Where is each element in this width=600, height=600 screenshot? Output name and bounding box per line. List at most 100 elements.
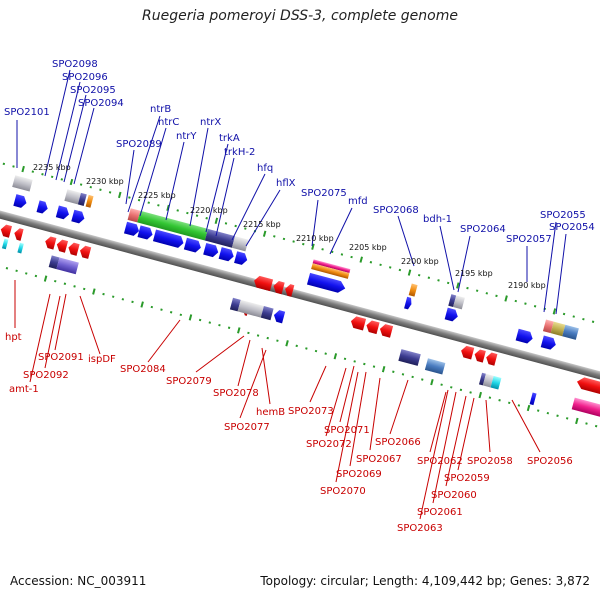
ruler-dot [108,191,112,194]
ruler-major-tick [478,391,482,399]
callout-line [397,215,415,267]
ruler-major-tick [214,217,219,224]
gene-label: ntrB [150,104,171,115]
ruler-dot [12,165,15,168]
callout-line [329,207,353,255]
gene-label: SPO2068 [373,205,419,216]
ruler-dot [218,323,221,327]
forward-gene-arrow [515,328,533,344]
ruler-major-tick [456,282,460,289]
gene-label: SPO2096 [62,72,108,83]
gene-label: SPO2091 [38,352,84,363]
position-label: 2190 kbp [508,281,546,290]
forward-gene-arrow [404,296,412,310]
gene-feature [490,375,502,390]
callout-line [439,225,455,291]
reverse-gene-arrow [379,324,394,338]
forward-gene-arrow [137,225,153,240]
ruler-major-tick [407,269,412,276]
gene-label: hpt [5,332,22,343]
position-label: 2215 kbp [243,220,281,229]
forward-gene-arrow [306,272,346,293]
gene-label: SPO2094 [78,98,124,109]
gene-label: SPO2057 [506,234,552,245]
ruler-major-tick [140,301,144,308]
callout-line [311,199,319,247]
ruler-dot [157,204,160,207]
ruler-major-tick [237,327,241,334]
reverse-gene-arrow [14,228,24,241]
reverse-gene-arrow [273,281,285,295]
ruler-dot [517,404,521,407]
ruler-dot [244,227,247,230]
callout-line [389,379,409,435]
ruler-dot [507,401,511,405]
ruler-dot [295,344,298,348]
ruler-major-tick [311,243,315,250]
gene-label: SPO2079 [166,376,212,387]
position-ruler-bottom [5,267,598,428]
ruler-dot [34,274,38,278]
ruler-dot [302,242,305,246]
gene-label: SPO2098 [52,59,98,70]
callout-line [73,107,95,185]
reverse-gene-arrow [486,352,498,366]
ruler-dot [401,373,405,376]
callout-line [419,389,449,520]
gene-label: hemB [256,407,285,418]
ruler-dot [417,273,421,277]
reverse-gene-arrow [254,275,274,292]
forward-gene-arrow [183,237,201,253]
ruler-dot [128,196,131,199]
callout-line [485,399,491,453]
ruler-dot [234,224,237,228]
callout-line [309,365,327,403]
ruler-dot [256,334,260,337]
ruler-dot [282,237,286,241]
gene-feature [571,397,600,417]
ruler-dot [392,370,395,373]
reverse-gene-arrow [285,284,295,297]
ruler-dot [2,162,6,166]
gene-feature [529,392,537,406]
ruler-dot [292,240,295,243]
gene-label: SPO2060 [431,490,477,501]
ruler-dot [276,339,279,342]
gene-label: ntrY [176,131,197,142]
callout-line [29,293,51,383]
gene-feature [137,210,208,241]
gene-label: SPO2089 [116,139,162,150]
reverse-gene-arrow [0,224,13,238]
gene-feature [478,372,486,386]
ruler-dot [475,289,479,292]
ruler-dot [186,211,189,215]
gene-label: SPO2075 [301,188,347,199]
gene-feature [542,319,554,334]
gene-label: SPO2067 [356,454,402,465]
ruler-dot [546,411,550,415]
ruler-dot [572,315,575,318]
forward-gene-arrow [13,194,27,208]
forward-gene-arrow [55,205,69,220]
position-label: 2200 kbp [401,257,439,266]
ruler-dot [102,292,105,296]
ruler-dot [15,269,18,273]
reverse-gene-arrow [80,245,92,259]
position-labels: 2235 kbp 2230 kbp 2225 kbp 2220 kbp 2215… [33,163,546,290]
ruler-dot [176,209,179,212]
callout-line [205,143,229,233]
ruler-dot [446,281,450,285]
ruler-dot [437,279,440,282]
callout-line [125,149,135,205]
gene-label: SPO2064 [460,224,506,235]
gene-feature [85,194,94,208]
ruler-dot [60,178,64,181]
callout-line [165,141,185,221]
ruler-dot [63,282,67,285]
reverse-gene-arrow [350,316,367,331]
callout-line [335,371,359,483]
ruler-major-tick [69,178,74,186]
ruler-major-tick [552,308,557,315]
gene-label: SPO2077 [224,422,270,433]
